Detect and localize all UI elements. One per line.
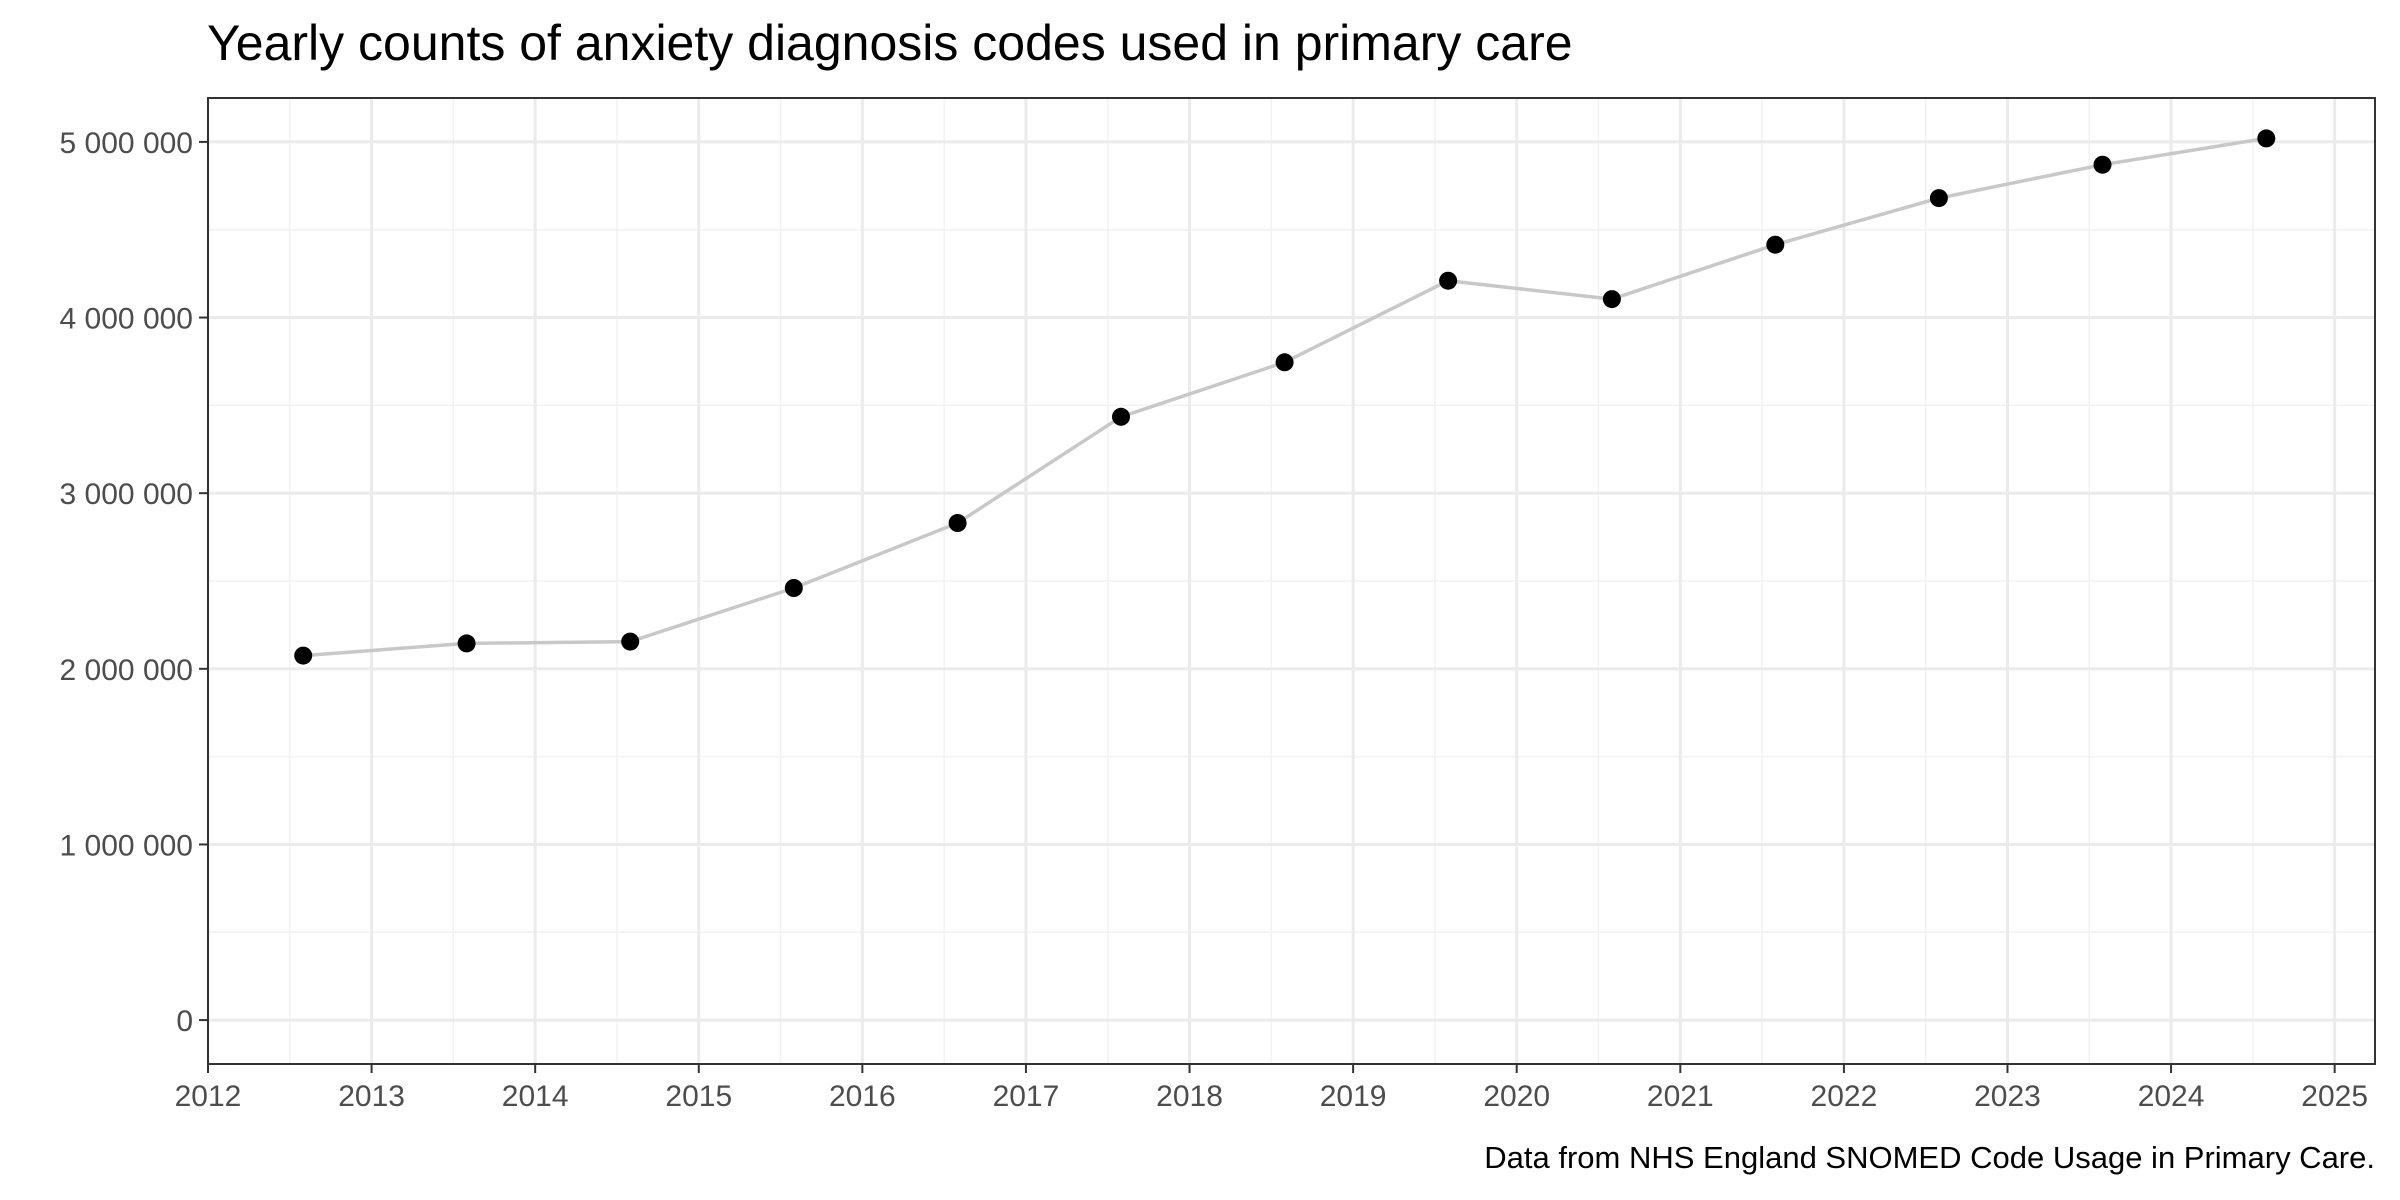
data-point-2021 bbox=[1766, 235, 1785, 254]
series-layer bbox=[294, 129, 2276, 665]
y-tick-label: 1 000 000 bbox=[60, 829, 193, 862]
minor-gridlines bbox=[208, 98, 2375, 1064]
x-tick-label: 2020 bbox=[1483, 1080, 1550, 1113]
x-tick-label: 2023 bbox=[1974, 1080, 2041, 1113]
x-tick-label: 2016 bbox=[829, 1080, 896, 1113]
series-line bbox=[303, 136, 2267, 658]
data-point-2022 bbox=[1929, 189, 1948, 208]
y-tick-label: 2 000 000 bbox=[60, 654, 193, 687]
y-tick-label: 4 000 000 bbox=[60, 303, 193, 336]
x-tick-label: 2018 bbox=[1156, 1080, 1223, 1113]
data-point-2015 bbox=[784, 579, 803, 597]
x-tick-label: 2025 bbox=[2301, 1080, 2368, 1113]
y-axis: 0 1 000 000 2 000 000 3 000 000 4 000 000 5 0… bbox=[60, 127, 208, 1038]
data-point-2013 bbox=[457, 634, 476, 653]
chart-caption: Data from NHS England SNOMED Code Usage … bbox=[1484, 1140, 2375, 1175]
x-tick-label: 2015 bbox=[665, 1080, 732, 1113]
data-point-2012 bbox=[294, 646, 313, 665]
major-gridlines bbox=[206, 98, 2375, 1064]
data-point-2024 bbox=[2257, 129, 2276, 148]
chart-title: Yearly counts of anxiety diagnosis codes… bbox=[207, 15, 1573, 71]
x-tick-label: 2021 bbox=[1647, 1080, 1714, 1113]
data-point-2020 bbox=[1602, 290, 1621, 309]
data-point-2019 bbox=[1439, 271, 1458, 290]
y-tick-label: 3 000 000 bbox=[60, 478, 193, 511]
x-tick-label: 2019 bbox=[1320, 1080, 1387, 1113]
panel-border bbox=[207, 97, 2376, 1065]
data-point-2017 bbox=[1112, 407, 1130, 426]
data-point-2016 bbox=[948, 514, 967, 532]
x-axis: 2012 2013 2014 2015 2016 2017 2018 2019 2020 2021… bbox=[175, 1064, 2368, 1113]
data-point-2014 bbox=[621, 632, 640, 651]
y-tick-label: 0 bbox=[176, 1005, 193, 1038]
x-tick-label: 2017 bbox=[993, 1080, 1060, 1113]
x-tick-label: 2024 bbox=[2138, 1080, 2205, 1113]
x-tick-label: 2014 bbox=[502, 1080, 569, 1113]
y-tick-label: 5 000 000 bbox=[60, 127, 193, 160]
x-tick-label: 2022 bbox=[1811, 1080, 1878, 1113]
x-tick-label: 2012 bbox=[175, 1080, 242, 1113]
data-point-2018 bbox=[1275, 353, 1294, 372]
data-point-2023 bbox=[2093, 155, 2112, 174]
x-tick-label: 2013 bbox=[338, 1080, 405, 1113]
